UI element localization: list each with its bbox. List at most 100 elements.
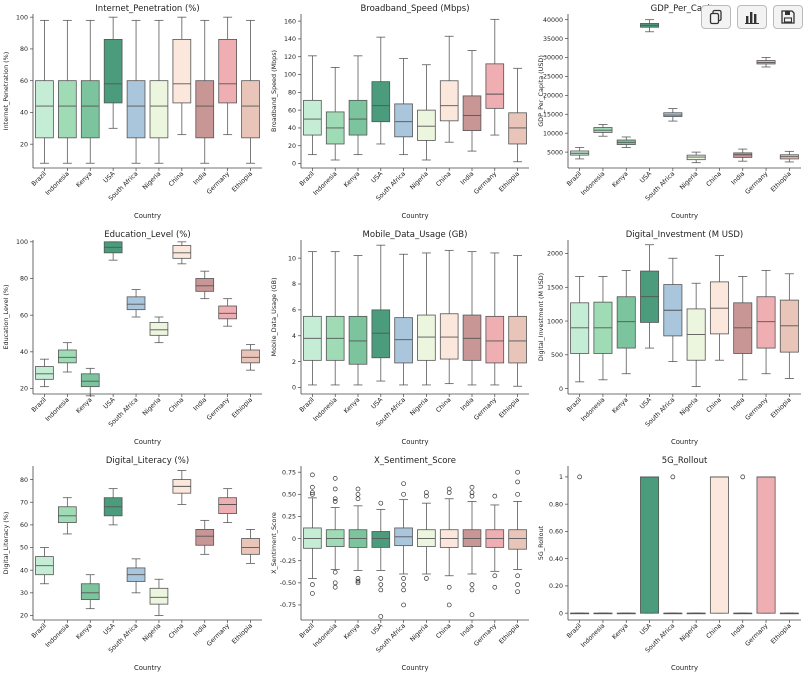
box-south-africa bbox=[126, 558, 146, 594]
box-iqr bbox=[485, 63, 505, 109]
box-iqr bbox=[394, 317, 413, 364]
box-iqr bbox=[241, 349, 260, 364]
chart-button[interactable] bbox=[737, 5, 767, 29]
x-tick-label: India bbox=[730, 622, 746, 638]
box-indonesia bbox=[593, 276, 613, 381]
x-tick-label: USA bbox=[102, 622, 117, 637]
x-tick-label: India bbox=[460, 622, 476, 638]
y-tick-label: 80 bbox=[20, 46, 28, 53]
outlier-point bbox=[310, 582, 315, 587]
outlier-point bbox=[355, 486, 361, 492]
y-tick-label: 0.40 bbox=[549, 556, 563, 563]
y-tick-label: 0 bbox=[559, 610, 563, 617]
box-iqr bbox=[394, 103, 413, 138]
box-china bbox=[172, 16, 192, 136]
x-tick-label: Nigeria bbox=[141, 170, 162, 191]
box-china bbox=[439, 35, 459, 143]
box-iqr bbox=[417, 109, 436, 141]
y-tick-label: 10000 bbox=[543, 130, 563, 137]
box-iqr bbox=[218, 305, 237, 320]
copy-button[interactable] bbox=[701, 5, 731, 29]
y-tick-label: 20000 bbox=[543, 93, 563, 100]
outlier-point bbox=[355, 491, 361, 497]
x-tick-label: Ethiopia bbox=[498, 622, 521, 645]
y-tick-label: 60 bbox=[20, 312, 28, 319]
box-iqr bbox=[241, 538, 260, 555]
box-iqr bbox=[348, 315, 368, 365]
save-button[interactable] bbox=[773, 5, 803, 29]
box-south-africa bbox=[394, 253, 413, 386]
chart-title: Education_Level (%) bbox=[104, 230, 190, 240]
x-tick-label: China bbox=[705, 396, 723, 414]
x-tick-label: Ethiopia bbox=[770, 622, 793, 645]
x-tick-label: Germany bbox=[744, 396, 770, 422]
box-iqr bbox=[80, 373, 100, 388]
box-iqr bbox=[149, 322, 169, 336]
box-iqr bbox=[508, 315, 527, 364]
box-south-africa bbox=[663, 108, 683, 122]
box-usa bbox=[103, 488, 123, 526]
outlier-point bbox=[355, 578, 361, 584]
box-germany bbox=[218, 488, 237, 524]
box-iqr bbox=[485, 315, 505, 364]
box-brazil bbox=[35, 358, 54, 388]
box-iqr bbox=[439, 313, 459, 360]
outlier-point bbox=[515, 491, 520, 497]
y-tick-label: 100 bbox=[16, 14, 28, 21]
y-tick-label: 0 bbox=[292, 161, 296, 168]
y-tick-label: 60 bbox=[288, 107, 296, 114]
y-axis-label: Broadband_Speed (Mbps) bbox=[270, 50, 278, 132]
box-nigeria bbox=[149, 316, 169, 344]
box-nigeria bbox=[149, 578, 169, 616]
y-tick-label: 80 bbox=[20, 477, 28, 484]
x-axis-label: Country bbox=[134, 438, 161, 446]
y-tick-label: 20 bbox=[288, 143, 296, 150]
outlier-point bbox=[310, 484, 315, 490]
box-south-africa bbox=[663, 474, 683, 615]
chart-panel: Digital_Literacy (%) 20 30 40 50 60 70 80 Digita… bbox=[2, 456, 262, 672]
y-tick-label: 20 bbox=[20, 386, 28, 393]
box-south-africa bbox=[394, 481, 413, 608]
y-axis-label: Mobile_Data_Usage (GB) bbox=[270, 278, 278, 357]
x-tick-label: USA bbox=[639, 622, 654, 637]
x-tick-label: Germany bbox=[473, 622, 499, 648]
x-tick-label: Nigeria bbox=[409, 170, 430, 191]
y-axis-label: X_Sentiment_Score bbox=[270, 512, 278, 574]
box-brazil bbox=[303, 251, 322, 386]
chart-panel: Education_Level (%) 20 40 60 80 100 Education_… bbox=[2, 230, 262, 446]
box-kenya bbox=[616, 136, 636, 148]
chart-title: Broadband_Speed (Mbps) bbox=[360, 4, 469, 14]
box-iqr bbox=[149, 80, 169, 139]
x-tick-label: China bbox=[168, 170, 186, 188]
outlier-point bbox=[492, 493, 498, 499]
box-iqr bbox=[640, 476, 660, 614]
y-tick-label: 2 bbox=[292, 359, 296, 366]
box-kenya bbox=[348, 486, 368, 586]
box-china bbox=[439, 486, 459, 608]
box-germany bbox=[485, 493, 505, 590]
y-tick-label: 50 bbox=[20, 545, 28, 552]
x-tick-label: Indonesia bbox=[580, 396, 607, 423]
x-tick-label: Brazil bbox=[298, 622, 316, 640]
x-tick-label: USA bbox=[102, 396, 117, 411]
box-iqr bbox=[218, 497, 237, 514]
box-iqr bbox=[417, 314, 436, 361]
box-nigeria bbox=[686, 151, 706, 164]
box-kenya bbox=[80, 19, 100, 164]
box-usa bbox=[103, 16, 123, 129]
x-tick-label: Nigeria bbox=[679, 170, 700, 191]
x-tick-label: Brazil bbox=[30, 622, 48, 640]
chart-title: Digital_Literacy (%) bbox=[106, 456, 189, 466]
x-tick-label: Kenya bbox=[611, 170, 630, 189]
x-tick-label: USA bbox=[102, 170, 117, 185]
y-axis-label: Education_Level (%) bbox=[2, 285, 10, 350]
box-iqr bbox=[172, 39, 192, 104]
box-china bbox=[709, 476, 729, 614]
y-tick-label: 5000 bbox=[547, 149, 563, 156]
box-indonesia bbox=[593, 124, 613, 137]
box-china bbox=[709, 255, 729, 361]
outlier-point bbox=[469, 490, 475, 495]
y-tick-label: 80 bbox=[20, 276, 28, 283]
y-tick-label: 1 bbox=[559, 474, 563, 481]
x-tick-label: Ethiopia bbox=[498, 170, 521, 193]
